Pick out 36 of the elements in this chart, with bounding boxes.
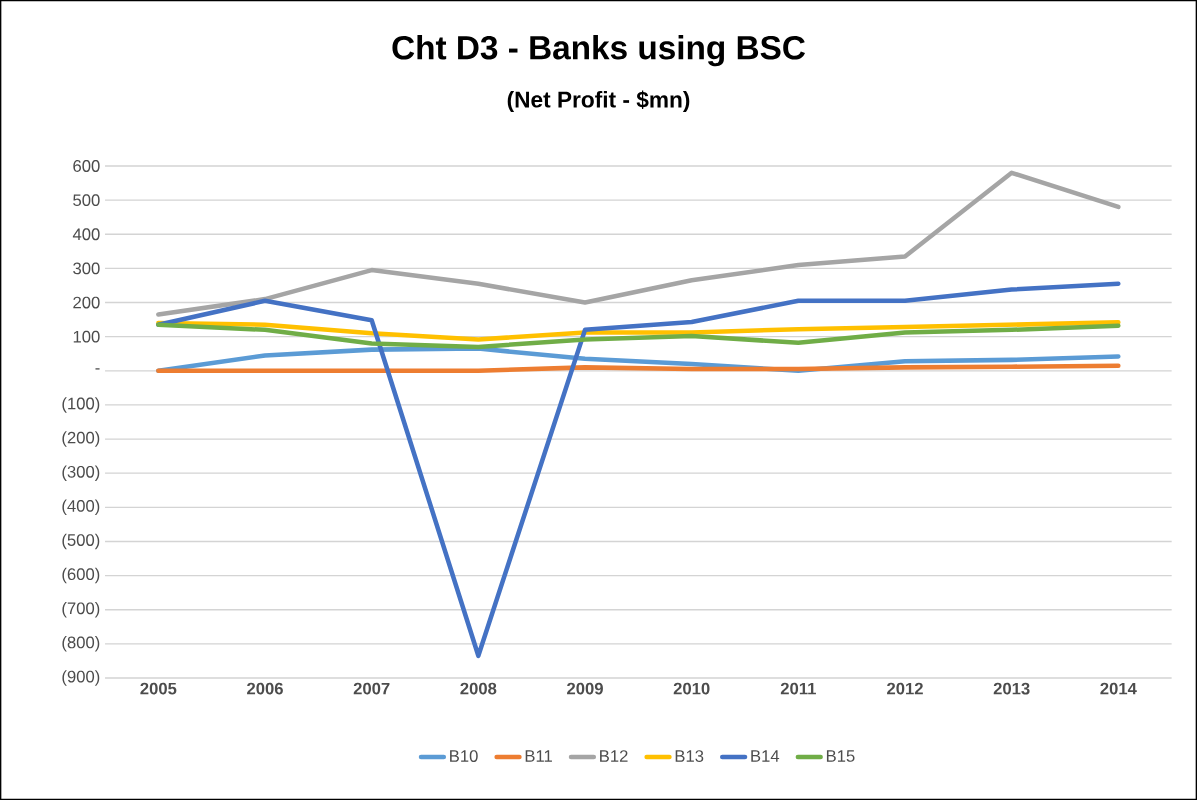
y-tick-label: (900) <box>62 670 100 686</box>
chart-subtitle: (Net Profit - $mn) <box>507 90 690 113</box>
y-tick-label: (300) <box>62 465 100 481</box>
y-tick-label: 300 <box>73 262 100 275</box>
y-tick-label: (800) <box>62 636 100 652</box>
y-tick-label: (600) <box>62 567 100 584</box>
x-tick-label: 2008 <box>460 682 497 695</box>
legend-label: B10 <box>450 750 478 762</box>
y-tick-label: - <box>95 368 100 370</box>
y-tick-label: (700) <box>62 601 100 618</box>
y-tick-label: (400) <box>62 499 100 516</box>
x-tick-label: 2013 <box>993 682 1030 695</box>
x-tick-label: 2009 <box>567 682 603 695</box>
x-tick-label: 2011 <box>780 682 816 695</box>
x-tick-label: 2006 <box>247 682 283 695</box>
x-tick-label: 2007 <box>353 682 390 695</box>
legend-label: B13 <box>675 750 704 762</box>
x-tick-label: 2010 <box>673 682 710 695</box>
line-series <box>156 322 1121 350</box>
legend-label: B14 <box>751 750 780 762</box>
legend-label: B11 <box>525 750 552 762</box>
y-tick-label: 200 <box>73 296 100 309</box>
x-tick-label: 2014 <box>1100 682 1137 695</box>
x-tick-label: 2005 <box>140 682 177 695</box>
y-tick-label: (200) <box>62 431 100 447</box>
chart-title: Cht D3 - Banks using BSC <box>392 35 806 67</box>
y-tick-label: 500 <box>73 194 100 207</box>
legend-label: B12 <box>600 750 628 762</box>
y-tick-label: 100 <box>73 330 100 343</box>
y-tick-label: (100) <box>62 397 100 413</box>
y-tick-label: (500) <box>62 533 100 550</box>
x-tick-label: 2012 <box>887 682 923 695</box>
line-series <box>156 170 1121 317</box>
y-tick-label: 400 <box>72 228 100 241</box>
legend-label: B15 <box>826 750 855 762</box>
y-tick-label: 600 <box>73 160 100 172</box>
